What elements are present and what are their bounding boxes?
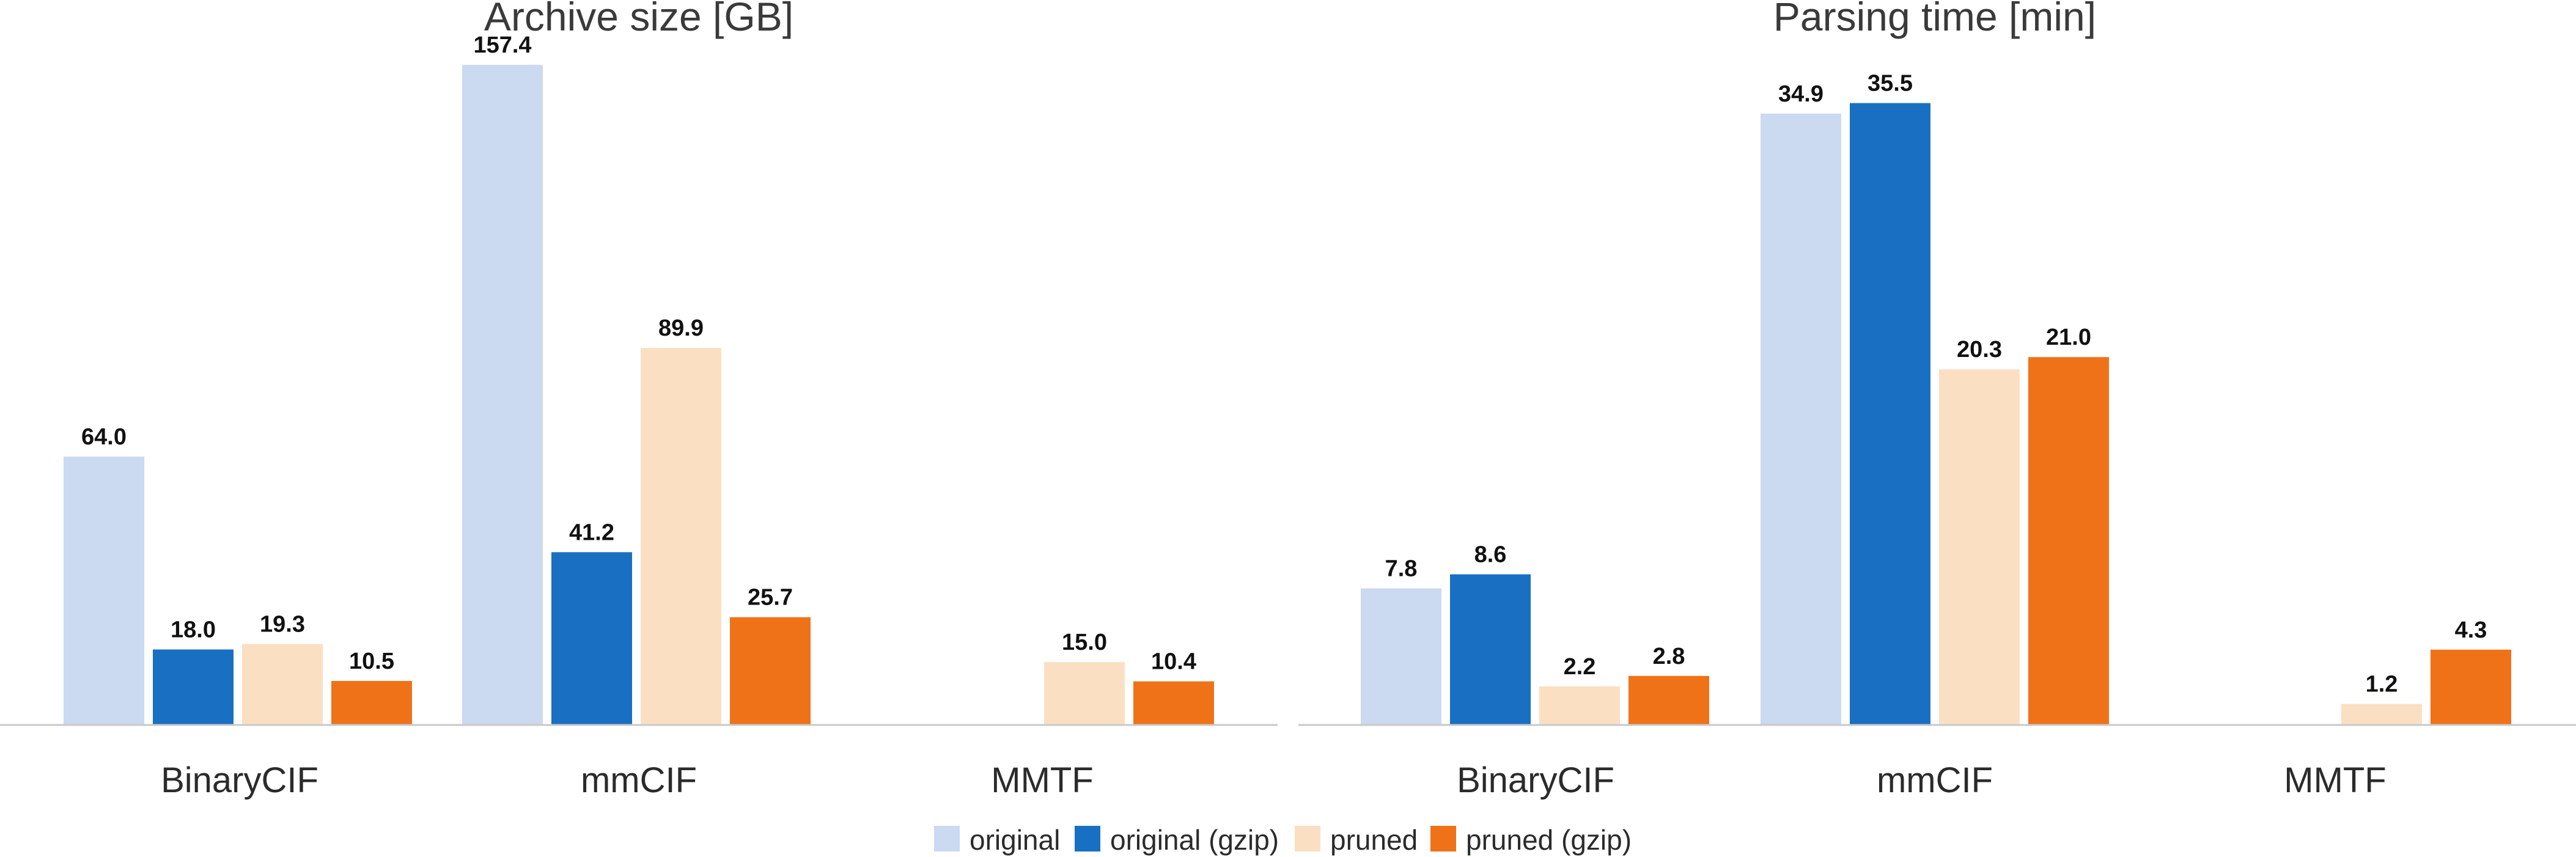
parsing-time-title: Parsing time [min] [1773, 0, 2096, 39]
bar-mmtf-pruned [2341, 704, 2422, 725]
bar-binarycif-original [64, 456, 144, 725]
archive-size-panel: Archive size [GB] 64.0 18.0 19.3 10.5 157.4 4… [0, 0, 1278, 800]
value-label-binarycif-original-gzip: 18.0 [171, 617, 216, 643]
legend-swatch-original-gzip [1075, 826, 1100, 851]
legend-label-pruned: pruned [1330, 824, 1418, 856]
parsing-time-category-labels: BinaryCIF mmCIF MMTF [1457, 760, 2386, 800]
category-label-binarycif: BinaryCIF [1457, 760, 1614, 800]
value-label-binarycif-pruned: 19.3 [260, 612, 305, 638]
value-label-mmcif-original: 157.4 [473, 32, 531, 58]
value-label-binarycif-pruned-gzip: 10.5 [349, 649, 394, 674]
bar-mmcif-pruned [641, 348, 721, 725]
legend-label-pruned-gzip: pruned (gzip) [1466, 824, 1632, 856]
bar-mmcif-original-gzip [1850, 103, 1930, 725]
bar-binarycif-pruned [1539, 686, 1620, 725]
value-label-mmtf-pruned-gzip: 10.4 [1151, 649, 1196, 675]
legend-label-original-gzip: original (gzip) [1110, 824, 1279, 856]
bar-binarycif-original [1361, 588, 1441, 725]
value-label-mmtf-pruned-gzip: 4.3 [2455, 617, 2487, 643]
value-label-mmcif-pruned: 20.3 [1957, 337, 2002, 362]
bar-binarycif-original-gzip [1450, 574, 1531, 725]
value-label-mmtf-pruned: 1.2 [2366, 672, 2398, 697]
legend-label-original: original [970, 824, 1060, 856]
category-label-binarycif: BinaryCIF [161, 760, 318, 800]
value-label-binarycif-original-gzip: 8.6 [1474, 542, 1507, 568]
bar-binarycif-pruned-gzip [1628, 675, 1709, 725]
bar-mmcif-original [1761, 113, 1841, 725]
value-label-mmcif-original-gzip: 41.2 [569, 520, 614, 545]
value-label-mmcif-pruned-gzip: 25.7 [748, 585, 793, 611]
category-label-mmcif: mmCIF [1877, 760, 1993, 800]
archive-size-title: Archive size [GB] [484, 0, 793, 39]
legend-swatch-pruned-gzip [1430, 826, 1456, 851]
value-label-mmcif-original-gzip: 35.5 [1868, 71, 1913, 97]
archive-size-category-labels: BinaryCIF mmCIF MMTF [161, 760, 1094, 800]
bar-binarycif-pruned-gzip [331, 680, 412, 725]
value-label-binarycif-pruned: 2.2 [1564, 654, 1596, 680]
value-label-binarycif-original: 7.8 [1385, 556, 1418, 581]
parsing-time-panel: Parsing time [min] 7.8 8.6 2.2 2.8 34.9 35.5 2… [1298, 0, 2576, 800]
bar-mmtf-pruned-gzip [1133, 681, 1214, 725]
legend-swatch-pruned [1295, 826, 1320, 851]
bar-mmcif-original-gzip [551, 552, 632, 725]
category-label-mmcif: mmCIF [581, 760, 697, 800]
parsing-time-bars: 7.8 8.6 2.2 2.8 34.9 35.5 20.3 21.0 1.2 4.3 [1361, 71, 2511, 725]
bar-mmcif-original [462, 65, 543, 725]
value-label-mmcif-original: 34.9 [1778, 81, 1823, 107]
bar-mmcif-pruned-gzip [2028, 357, 2109, 725]
bar-binarycif-pruned [242, 644, 323, 725]
value-label-binarycif-pruned-gzip: 2.8 [1653, 644, 1685, 669]
bar-mmtf-pruned-gzip [2431, 649, 2511, 725]
category-label-mmtf: MMTF [2284, 760, 2386, 800]
legend-swatch-original [934, 826, 960, 851]
value-label-binarycif-original: 64.0 [81, 424, 127, 450]
value-label-mmcif-pruned: 89.9 [658, 315, 704, 341]
bar-binarycif-original-gzip [153, 649, 234, 725]
bar-mmtf-pruned [1044, 662, 1125, 725]
category-label-mmtf: MMTF [991, 760, 1094, 800]
value-label-mmcif-pruned-gzip: 21.0 [2046, 325, 2091, 350]
archive-size-bars: 64.0 18.0 19.3 10.5 157.4 41.2 89.9 25.7 15.0 10.… [64, 32, 1214, 725]
bar-mmcif-pruned [1939, 369, 2020, 725]
value-label-mmtf-pruned: 15.0 [1062, 630, 1107, 655]
bar-mmcif-pruned-gzip [730, 617, 811, 725]
legend: original original (gzip) pruned pruned (… [934, 824, 1632, 856]
